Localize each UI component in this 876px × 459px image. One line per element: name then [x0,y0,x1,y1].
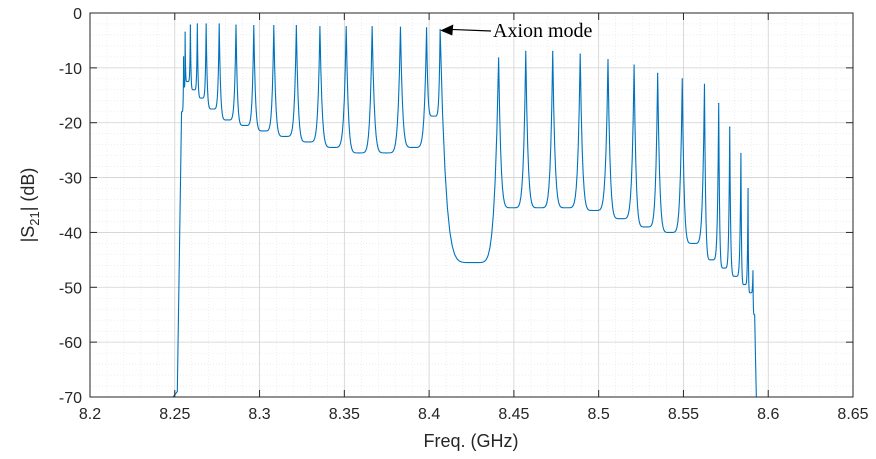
x-tick-label: 8.55 [668,406,699,423]
y-tick-label: -70 [59,390,82,407]
y-tick-label: -10 [59,61,82,78]
resonance-peak [718,102,720,105]
resonance-peak [607,59,609,61]
resonance-peak [579,53,581,55]
data-layer [172,23,757,398]
resonance-peak [235,24,237,26]
resonance-peak [498,57,500,59]
resonance-peak [703,83,706,85]
x-tick-label: 8.5 [588,406,610,423]
ticks [89,12,854,398]
resonance-peak [657,72,659,74]
annotation-arrow-shaft [451,28,492,32]
x-tick-label: 8.35 [329,406,360,423]
resonance-peak [681,78,683,80]
x-tick-label: 8.25 [159,406,190,423]
x-tick-labels: 8.2 8.25 8.3 8.35 8.4 8.45 8.5 8.55 8.6 8.65 [79,406,869,423]
resonance-peak [747,187,749,190]
plot-frame [89,12,854,398]
resonance-peak [253,25,255,27]
y-tick-label: 0 [73,6,82,23]
resonance-peak [184,31,186,33]
resonance-peak [729,126,731,128]
resonance-peak [633,64,635,66]
x-tick-label: 8.4 [418,406,440,423]
y-axis-label-tail: | (dB) [18,168,38,212]
x-tick-label: 8.2 [79,406,101,423]
x-tick-label: 8.65 [837,406,868,423]
y-tick-label: -40 [59,225,82,242]
resonance-peak [319,26,321,28]
resonance-peak [752,270,754,272]
resonance-peak [399,26,402,28]
resonance-peak [525,50,527,53]
resonance-peak [371,26,373,28]
annotation-arrow [440,24,492,36]
resonance-peak [182,56,185,58]
y-tick-label: -30 [59,171,82,188]
resonance-peak [552,50,554,53]
resonance-peak [295,25,297,27]
resonance-peak [439,28,441,31]
resonance-peak [273,25,275,27]
series-line-s21 [172,23,757,398]
y-tick-labels: 0 -10 -20 -30 -40 -50 -60 -70 [59,6,82,407]
resonance-peak [205,23,207,25]
resonance-peak [196,23,198,25]
resonance-peak [218,23,220,25]
resonance-peak [425,27,428,29]
y-tick-label: -50 [59,280,82,297]
annotation-arrow-head [440,24,454,36]
resonance-peak [189,24,191,26]
y-tick-label: -60 [59,335,82,352]
x-tick-label: 8.45 [498,406,529,423]
x-tick-label: 8.6 [757,406,779,423]
resonance-peak [345,26,347,28]
y-tick-label: -20 [59,116,82,133]
y-axis-label-main: |S [18,226,38,243]
annotation-label: Axion mode [493,20,593,42]
x-axis-label: Freq. (GHz) [423,431,518,451]
y-axis-label: |S21| (dB) [18,168,42,243]
x-tick-label: 8.3 [248,406,270,423]
plot-area [90,13,853,397]
y-axis-label-subscript: 21 [27,211,42,225]
resonance-peak [740,152,742,155]
